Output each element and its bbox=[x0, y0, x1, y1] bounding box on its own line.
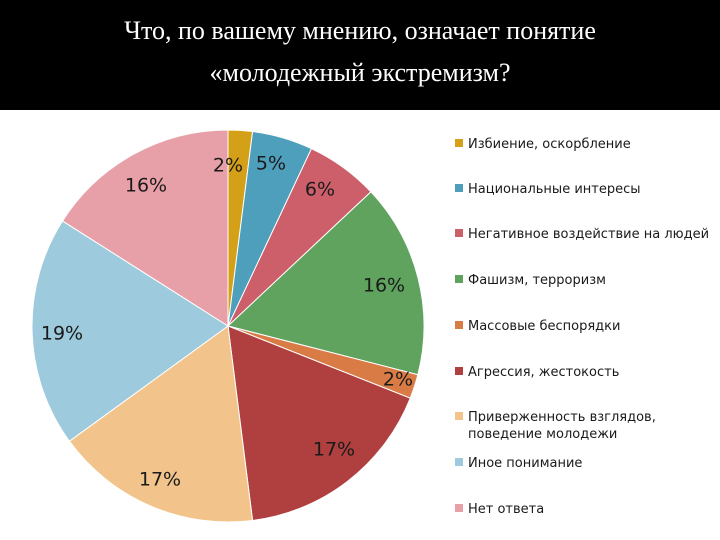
legend-item-6: Агрессия, жестокость bbox=[455, 365, 619, 380]
legend-swatch bbox=[455, 504, 463, 512]
pie-slice-9 bbox=[61, 129, 229, 327]
legend-label: Национальные интересы bbox=[468, 182, 641, 197]
legend-swatch bbox=[455, 275, 463, 283]
legend-label: Фашизм, терроризм bbox=[468, 273, 606, 288]
pie-slices bbox=[31, 129, 425, 523]
data-label-6: 17% bbox=[313, 439, 355, 461]
data-label-3: 6% bbox=[305, 179, 335, 201]
data-label-7: 17% bbox=[139, 469, 181, 491]
legend-label: Избиение, оскорбление bbox=[468, 137, 631, 152]
data-label-5: 2% bbox=[383, 369, 413, 391]
legend-label: Негативное воздействие на людей bbox=[468, 227, 709, 242]
legend-item-2: Национальные интересы bbox=[455, 182, 641, 197]
legend-swatch bbox=[455, 321, 463, 329]
legend-item-1: Избиение, оскорбление bbox=[455, 137, 631, 152]
legend-label: Агрессия, жестокость bbox=[468, 365, 619, 380]
legend-swatch bbox=[455, 458, 463, 466]
legend-label: Иное понимание bbox=[468, 456, 582, 471]
data-label-8: 19% bbox=[41, 323, 83, 345]
legend-label: Нет ответа bbox=[468, 502, 544, 517]
data-label-9: 16% bbox=[125, 175, 167, 197]
legend-swatch bbox=[455, 229, 463, 237]
data-label-2: 5% bbox=[256, 153, 286, 175]
legend-label: Массовые беспорядки bbox=[468, 319, 620, 334]
legend-item-4: Фашизм, терроризм bbox=[455, 273, 606, 288]
legend-swatch bbox=[455, 412, 463, 420]
legend-item-5: Массовые беспорядки bbox=[455, 319, 620, 334]
legend-item-3: Негативное воздействие на людей bbox=[455, 227, 709, 242]
data-label-1: 2% bbox=[213, 155, 243, 177]
pie-slice-4 bbox=[226, 191, 425, 376]
legend-item-9: Нет ответа bbox=[455, 502, 544, 517]
data-label-4: 16% bbox=[363, 275, 405, 297]
legend-swatch bbox=[455, 184, 463, 192]
pie-slice-7 bbox=[68, 325, 254, 523]
legend-label: Приверженность взглядов, поведение молоде… bbox=[468, 410, 656, 442]
legend-item-8: Иное понимание bbox=[455, 456, 582, 471]
pie-slice-6 bbox=[227, 325, 411, 522]
legend-swatch bbox=[455, 139, 463, 147]
title-banner: Что, по вашему мнению, означает понятие … bbox=[0, 0, 720, 110]
legend-item-7: Приверженность взглядов, поведение молоде… bbox=[455, 410, 656, 442]
chart-title: Что, по вашему мнению, означает понятие … bbox=[124, 16, 596, 87]
pie-data-labels: 2% 5% 6% 16% 2% 17% 17% 19% 16% bbox=[41, 153, 413, 491]
legend: Избиение, оскорбление Национальные интере… bbox=[455, 137, 709, 517]
pie-slice-8 bbox=[31, 220, 229, 442]
legend-swatch bbox=[455, 367, 463, 375]
